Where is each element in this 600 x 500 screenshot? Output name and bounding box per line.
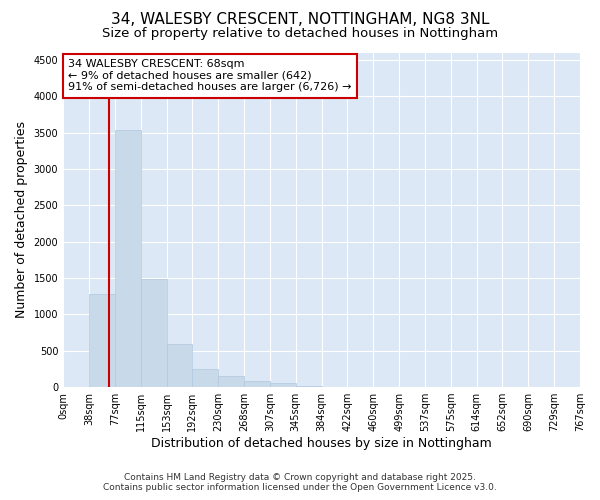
- Bar: [167, 344, 193, 387]
- Text: Contains HM Land Registry data © Crown copyright and database right 2025.
Contai: Contains HM Land Registry data © Crown c…: [103, 473, 497, 492]
- Y-axis label: Number of detached properties: Number of detached properties: [15, 122, 28, 318]
- Bar: [270, 383, 296, 387]
- X-axis label: Distribution of detached houses by size in Nottingham: Distribution of detached houses by size …: [151, 437, 492, 450]
- Bar: [244, 381, 270, 387]
- Bar: [140, 278, 167, 387]
- Text: 34, WALESBY CRESCENT, NOTTINGHAM, NG8 3NL: 34, WALESBY CRESCENT, NOTTINGHAM, NG8 3N…: [111, 12, 489, 28]
- Bar: [296, 386, 322, 387]
- Text: Size of property relative to detached houses in Nottingham: Size of property relative to detached ho…: [102, 28, 498, 40]
- Bar: [89, 294, 115, 387]
- Bar: [115, 130, 140, 387]
- Bar: [218, 376, 244, 387]
- Bar: [193, 370, 218, 387]
- Text: 34 WALESBY CRESCENT: 68sqm
← 9% of detached houses are smaller (642)
91% of semi: 34 WALESBY CRESCENT: 68sqm ← 9% of detac…: [68, 59, 352, 92]
